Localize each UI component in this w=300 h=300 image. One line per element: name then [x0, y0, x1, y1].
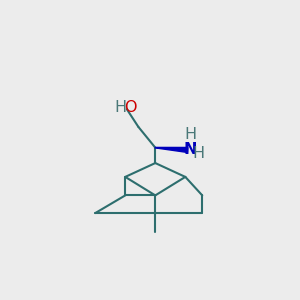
Polygon shape	[155, 147, 188, 152]
Text: H: H	[184, 127, 196, 142]
Text: H: H	[192, 146, 205, 161]
Text: H: H	[114, 100, 126, 115]
Text: N: N	[183, 142, 197, 158]
Text: O: O	[124, 100, 137, 115]
